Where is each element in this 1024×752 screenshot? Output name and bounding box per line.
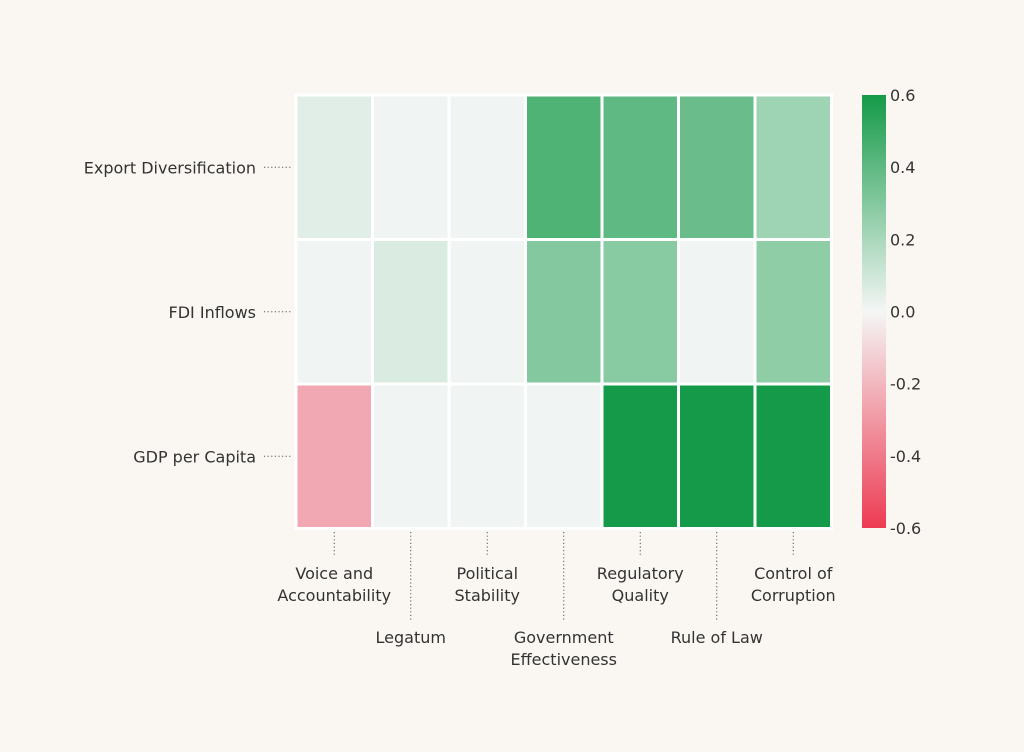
row-label: FDI Inflows — [169, 303, 256, 322]
heatmap-cell: GDP per Capita × Rule of Law: 0.6 — [677, 382, 757, 530]
column-label-line: Voice and — [295, 564, 373, 583]
colorbar-tick-label: -0.6 — [890, 519, 921, 538]
heatmap-cell: FDI Inflows × Political Stability: 0.01 — [447, 238, 527, 386]
heatmap-cell: Export Diversification × Control of Corr… — [753, 93, 833, 241]
row-label: GDP per Capita — [133, 447, 256, 466]
heatmap-cells: Export Diversification × Voice and Accou… — [294, 93, 833, 530]
column-label-line: Accountability — [277, 586, 391, 605]
column-label-line: Government — [514, 628, 614, 647]
column-label-line: Control of — [754, 564, 833, 583]
heatmap-cell: GDP per Capita × Political Stability: 0.… — [447, 382, 527, 530]
heatmap-cell: FDI Inflows × Government Effectiveness: … — [524, 238, 604, 386]
column-label: Legatum — [376, 628, 446, 647]
heatmap-cell: FDI Inflows × Regulatory Quality: 0.29 — [600, 238, 680, 386]
column-label-line: Stability — [455, 586, 520, 605]
heatmap-cell: GDP per Capita × Control of Corruption: … — [753, 382, 833, 530]
colorbar-tick-label: 0.2 — [890, 230, 915, 249]
colorbar-tick-label: -0.4 — [890, 447, 921, 466]
heatmap-cell: GDP per Capita × Legatum: 0.01 — [371, 382, 451, 530]
column-label-line: Rule of Law — [671, 628, 763, 647]
heatmap-cell: Export Diversification × Legatum: 0.01 — [371, 93, 451, 241]
heatmap-cell: Export Diversification × Government Effe… — [524, 93, 604, 241]
column-label-line: Quality — [612, 586, 669, 605]
row-labels: Export Diversification FDI Inflows GDP per… — [84, 158, 292, 466]
column-label: Voice and Accountability — [277, 564, 391, 605]
heatmap-cell: Export Diversification × Rule of Law: 0.… — [677, 93, 757, 241]
heatmap-cell: Export Diversification × Voice and Accou… — [294, 93, 374, 241]
column-labels: Voice and Accountability Legatum Political S… — [277, 532, 836, 669]
heatmap-cell: Export Diversification × Political Stabi… — [447, 93, 527, 241]
heatmap-cell: GDP per Capita × Regulatory Quality: 0.6 — [600, 382, 680, 530]
column-label-line: Legatum — [376, 628, 446, 647]
heatmap-cell: Export Diversification × Regulatory Qual… — [600, 93, 680, 241]
column-label-line: Political — [456, 564, 518, 583]
heatmap-cell: FDI Inflows × Legatum: 0.07 — [371, 238, 451, 386]
colorbar-tick-label: 0.4 — [890, 158, 915, 177]
heatmap-cell: FDI Inflows × Rule of Law: 0.01 — [677, 238, 757, 386]
colorbar-bar — [862, 95, 886, 528]
column-label: Political Stability — [455, 564, 520, 605]
column-label-line: Corruption — [751, 586, 836, 605]
column-label: Regulatory Quality — [597, 564, 684, 605]
colorbar-tick-label: -0.2 — [890, 375, 921, 394]
heatmap-cell: FDI Inflows × Voice and Accountability: … — [294, 238, 374, 386]
column-label: Rule of Law — [671, 628, 763, 647]
colorbar: 0.6 0.4 0.2 0.0 -0.2 -0.4 -0.6 — [862, 86, 921, 538]
column-label-line: Effectiveness — [511, 650, 617, 669]
colorbar-tick-label: 0.0 — [890, 303, 915, 322]
column-label: Government Effectiveness — [511, 628, 617, 669]
heatmap-cell: FDI Inflows × Control of Corruption: 0.2… — [753, 238, 833, 386]
heatmap-cell: GDP per Capita × Government Effectivenes… — [524, 382, 604, 530]
colorbar-tick-label: 0.6 — [890, 86, 915, 105]
row-label: Export Diversification — [84, 158, 256, 177]
column-label: Control of Corruption — [751, 564, 836, 605]
column-label-line: Regulatory — [597, 564, 684, 583]
heatmap-cell: GDP per Capita × Voice and Accountabilit… — [294, 382, 374, 530]
